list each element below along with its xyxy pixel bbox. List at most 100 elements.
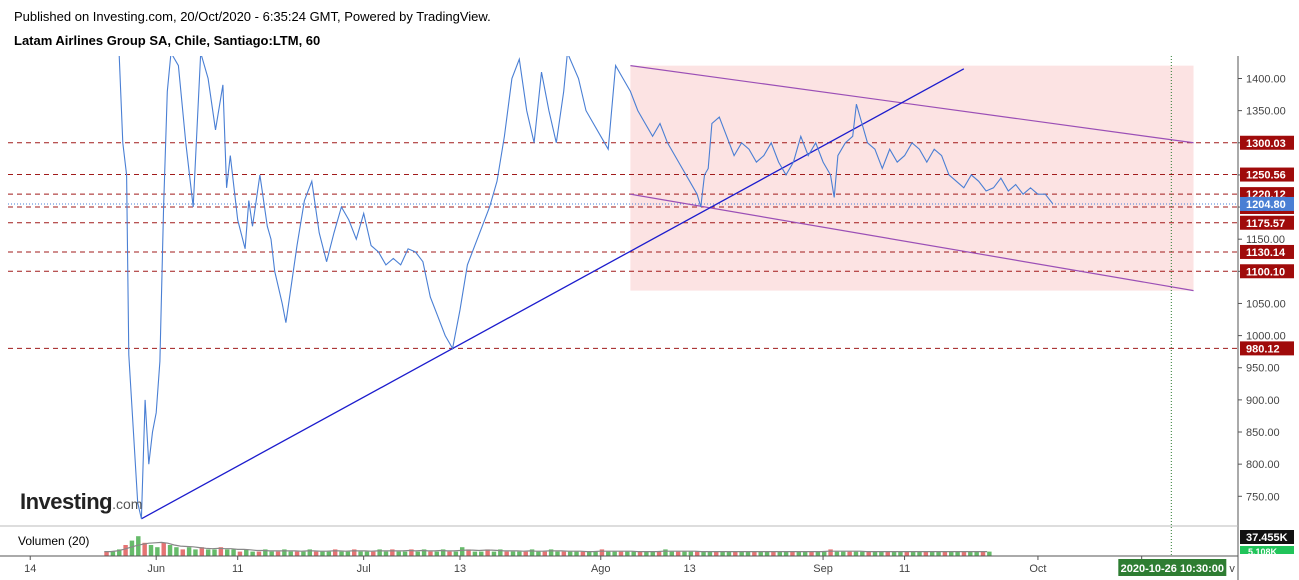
volume-bar <box>282 549 287 556</box>
volume-bar <box>504 551 509 556</box>
volume-bar <box>180 549 185 556</box>
volume-bar <box>256 551 262 556</box>
volume-bar <box>612 551 617 556</box>
volume-bar <box>383 551 389 556</box>
volume-bar <box>123 545 128 556</box>
volume-bar <box>542 551 547 556</box>
volume-bar <box>212 549 217 556</box>
volume-bar <box>263 549 268 556</box>
volume-bar <box>669 551 675 556</box>
volume-bar <box>136 536 141 556</box>
volume-bar <box>142 542 147 556</box>
level-badge-box <box>1240 244 1294 259</box>
volume-bar <box>104 551 109 556</box>
volume-bar <box>758 551 763 556</box>
volume-bar <box>472 551 478 556</box>
volume-bar <box>364 551 370 556</box>
level-badge-text: 1300.03 <box>1246 138 1286 150</box>
volume-bar <box>313 551 319 556</box>
volume-bar <box>929 551 935 556</box>
volume-bar <box>555 551 560 556</box>
volume-bar <box>174 547 179 556</box>
logo-main: Investing <box>20 489 113 514</box>
y-axis: 750.00 800.00 850.00 900.00 950.00 1000.00 105… <box>1237 56 1286 580</box>
cursor-date-box <box>1118 559 1227 576</box>
volume-ma-line <box>104 541 988 553</box>
volume-bar <box>961 551 967 556</box>
x-tick-label: 11 <box>899 563 910 575</box>
volume-bar <box>593 551 598 556</box>
level-badge-box <box>1240 135 1294 150</box>
level-badge-box <box>1240 215 1294 230</box>
level-badge-text: 1250.56 <box>1246 170 1286 182</box>
volume-bar <box>402 551 408 556</box>
volume-bar <box>802 551 808 556</box>
level-badge-text: 1130.14 <box>1246 247 1286 259</box>
volume-badge-top: 37.455K <box>1240 530 1294 544</box>
y-tick-label: 750.00 <box>1246 491 1280 503</box>
volume-bar <box>434 551 440 556</box>
channel-lower-line <box>630 193 1194 292</box>
y-tick-label: 850.00 <box>1246 427 1280 439</box>
volume-bar <box>898 551 903 556</box>
channel-lines <box>630 65 1194 292</box>
volume-bar <box>390 549 395 556</box>
x-axis: 14Jun11Jul13Ago13Sep11Oct142020-10-26 10… <box>0 555 1238 576</box>
volume-bar <box>231 549 236 556</box>
volume-bar <box>650 551 655 556</box>
y-tick-label: 800.00 <box>1246 459 1280 471</box>
volume-bar <box>453 551 459 556</box>
volume-bar <box>459 547 465 556</box>
volume-bar <box>536 551 541 556</box>
x-tick-label: 11 <box>232 563 243 575</box>
price-series <box>118 56 1054 519</box>
volume-bar <box>923 551 929 556</box>
y-tick-label: 1000.00 <box>1246 331 1286 343</box>
volume-bar <box>847 551 852 556</box>
channel-fill <box>630 65 1194 291</box>
volume-badge-bottom-box <box>1240 546 1294 554</box>
y-tick-label: 950.00 <box>1246 363 1280 375</box>
volume-bar <box>352 549 357 556</box>
logo-suffix: .com <box>112 496 143 512</box>
volume-bar <box>580 551 586 556</box>
volume-bar <box>587 551 592 556</box>
volume-bar <box>968 551 973 556</box>
volume-bar <box>936 551 941 556</box>
volume-bar <box>733 551 738 556</box>
volume-bar <box>491 551 497 556</box>
volume-bar <box>561 551 567 556</box>
volume-bar <box>510 551 516 556</box>
published-caption: Published on Investing.com, 20/Oct/2020 … <box>14 9 491 24</box>
volume-bar <box>479 551 484 556</box>
volume-bar <box>377 549 382 556</box>
volume-bar <box>332 549 338 556</box>
level-badge-box <box>1240 264 1294 279</box>
volume-bar <box>910 551 916 556</box>
investing-logo: Investing.com <box>20 489 142 515</box>
volume-bar <box>656 551 662 556</box>
volume-bar <box>866 551 871 556</box>
y-tick-label: 1150.00 <box>1246 234 1285 246</box>
volume-bar <box>466 549 471 556</box>
volume-bar <box>237 551 243 556</box>
level-badge-text: 1175.57 <box>1246 218 1285 230</box>
cursor-date-text: 2020-10-26 10:30:00 <box>1121 563 1224 575</box>
volume-bar <box>606 551 611 556</box>
volume-bar <box>853 551 859 556</box>
volume-bar <box>618 551 624 556</box>
volume-bar <box>193 549 198 556</box>
volume-bar <box>320 551 325 556</box>
volume-bar <box>574 551 579 556</box>
volume-badge-bottom: 5.108K <box>1240 546 1294 557</box>
volume-bar <box>777 551 782 556</box>
y-tick-label: 1350.00 <box>1246 106 1286 118</box>
volume-bar <box>358 551 363 556</box>
level-badge: 1175.57 <box>1240 215 1294 230</box>
volume-bar <box>205 549 211 556</box>
y-tick-label: 1400.00 <box>1246 73 1286 85</box>
volume-bar <box>186 547 192 556</box>
volume-bar <box>974 551 979 556</box>
volume-pane: 37.455K 5.108K <box>0 525 1294 557</box>
